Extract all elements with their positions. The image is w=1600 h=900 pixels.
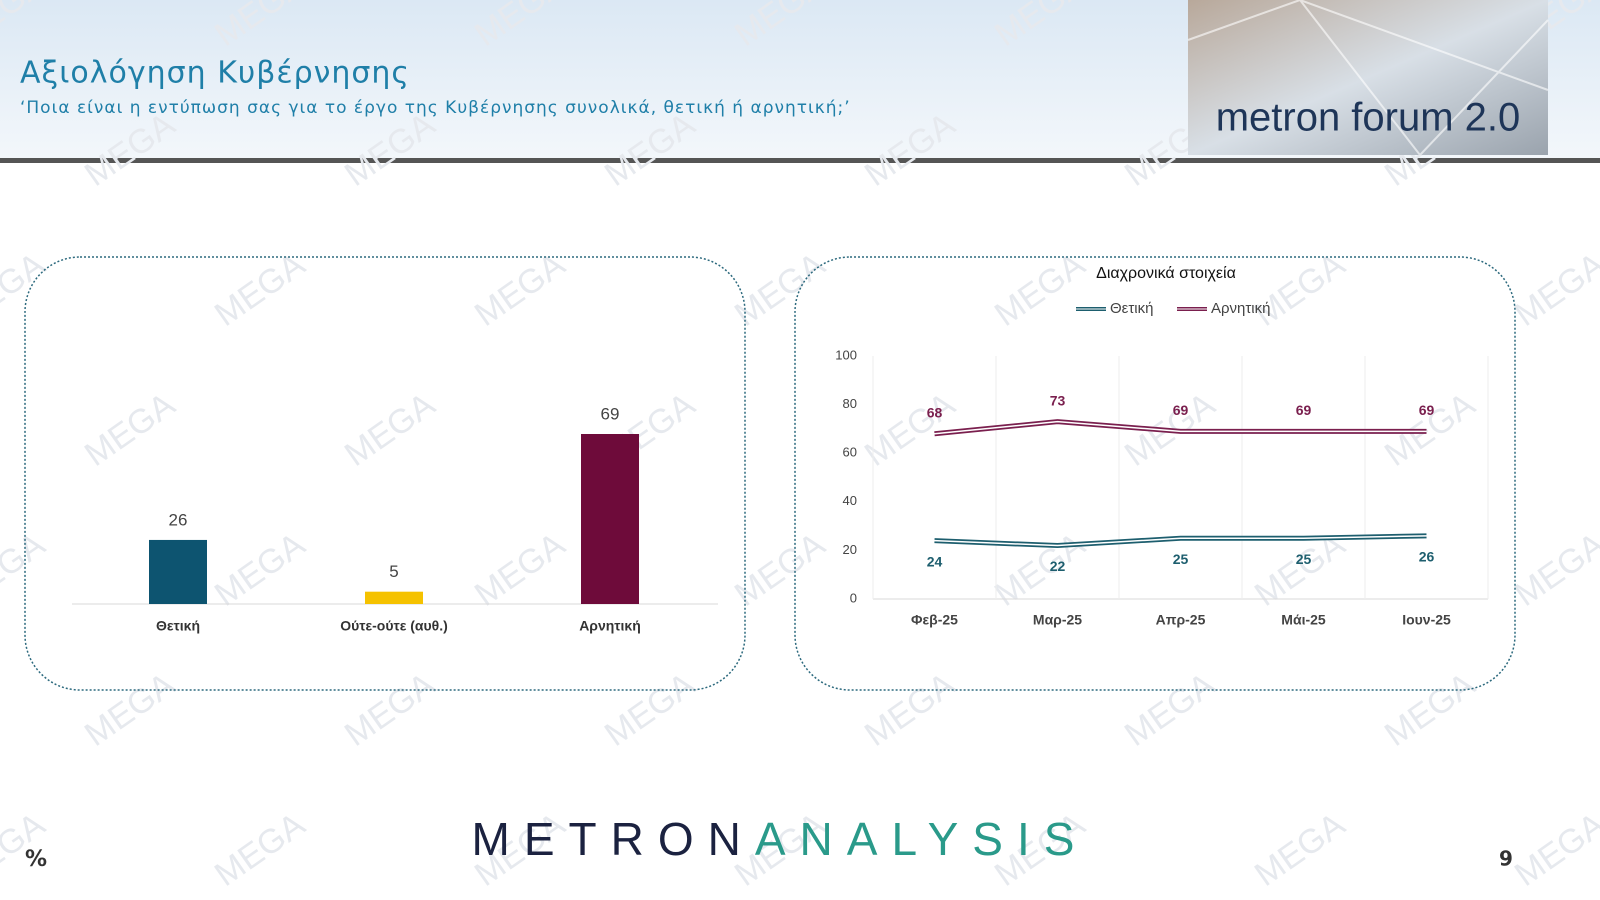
data-label: 68 xyxy=(927,404,943,420)
x-tick-label: Ούτε-ούτε (αυθ.) xyxy=(340,618,448,634)
data-label: 69 xyxy=(1419,402,1435,418)
brand-part: METRON xyxy=(472,813,755,865)
y-tick-label: 100 xyxy=(835,347,857,362)
brand-logo: METRONANALYSIS xyxy=(472,813,1089,865)
watermark: MEGA xyxy=(1508,805,1600,894)
chart-frame xyxy=(794,256,1516,691)
watermark: MEGA xyxy=(988,245,1092,334)
watermark: MEGA xyxy=(0,245,52,334)
watermark: MEGA xyxy=(208,525,312,614)
data-label: 69 xyxy=(601,404,620,423)
watermark: MEGA xyxy=(988,525,1092,614)
header-rule xyxy=(0,158,1600,163)
data-label: 22 xyxy=(1050,558,1066,574)
x-tick-label: Μάι-25 xyxy=(1281,612,1326,628)
photo-lines xyxy=(1187,0,1549,156)
unit-label: % xyxy=(25,847,47,872)
watermark: MEGA xyxy=(338,385,442,474)
watermark: MEGA xyxy=(858,665,962,754)
data-label: 25 xyxy=(1296,551,1312,567)
legend-label: Αρνητική xyxy=(1211,300,1270,317)
y-tick-label: 40 xyxy=(843,493,857,508)
watermark: MEGA xyxy=(208,245,312,334)
page-subtitle: ‘Ποια είναι η εντύπωση σας για το έργο τ… xyxy=(20,98,851,118)
x-tick-label: Ιουν-25 xyxy=(1402,612,1451,628)
watermark: MEGA xyxy=(728,245,832,334)
data-label: 73 xyxy=(1050,392,1066,408)
data-label: 5 xyxy=(389,562,398,581)
page-title: Αξιολόγηση Κυβέρνησης xyxy=(20,56,410,91)
chart-frame xyxy=(24,256,746,691)
data-label: 26 xyxy=(1419,549,1435,565)
x-tick-label: Θετική xyxy=(156,618,200,634)
logo-text: metron forum 2.0 xyxy=(1216,96,1521,140)
watermark: MEGA xyxy=(1118,665,1222,754)
watermark: MEGA xyxy=(78,665,182,754)
x-tick-label: Φεβ-25 xyxy=(911,612,958,628)
logo-photo xyxy=(1188,0,1548,155)
bar xyxy=(365,591,423,604)
data-label: 69 xyxy=(1296,402,1312,418)
y-tick-label: 20 xyxy=(843,542,857,557)
page-number: 9 xyxy=(1499,847,1513,871)
x-tick-label: Μαρ-25 xyxy=(1033,612,1082,628)
series-line-inner xyxy=(934,535,1427,547)
watermark: MEGA xyxy=(468,245,572,334)
watermark: MEGA xyxy=(208,805,312,894)
x-tick-label: Απρ-25 xyxy=(1156,612,1206,628)
legend-label: Θετική xyxy=(1110,300,1153,317)
watermark: MEGA xyxy=(338,665,442,754)
watermark: MEGA xyxy=(728,525,832,614)
watermark: MEGA xyxy=(1508,245,1600,334)
data-label: 24 xyxy=(927,553,943,569)
y-tick-label: 60 xyxy=(843,445,857,460)
x-tick-label: Αρνητική xyxy=(579,618,641,634)
y-tick-label: 0 xyxy=(850,590,857,605)
bar xyxy=(149,539,207,604)
watermark: MEGA xyxy=(858,385,962,474)
watermark: MEGA xyxy=(0,525,52,614)
watermark: MEGA xyxy=(78,385,182,474)
data-label: 25 xyxy=(1173,551,1189,567)
series-line-inner xyxy=(934,420,1427,435)
y-tick-label: 80 xyxy=(843,396,857,411)
data-label: 26 xyxy=(169,510,188,529)
chart-title: Διαχρονικά στοιχεία xyxy=(1096,265,1236,282)
brand-part: ANALYSIS xyxy=(755,813,1089,865)
watermark: MEGA xyxy=(1248,805,1352,894)
watermark: MEGA xyxy=(1508,525,1600,614)
data-label: 69 xyxy=(1173,402,1189,418)
watermark: MEGA xyxy=(598,665,702,754)
watermark: MEGA xyxy=(1378,665,1482,754)
bar xyxy=(581,434,639,604)
watermark: MEGA xyxy=(468,525,572,614)
watermark: MEGA xyxy=(1248,245,1352,334)
